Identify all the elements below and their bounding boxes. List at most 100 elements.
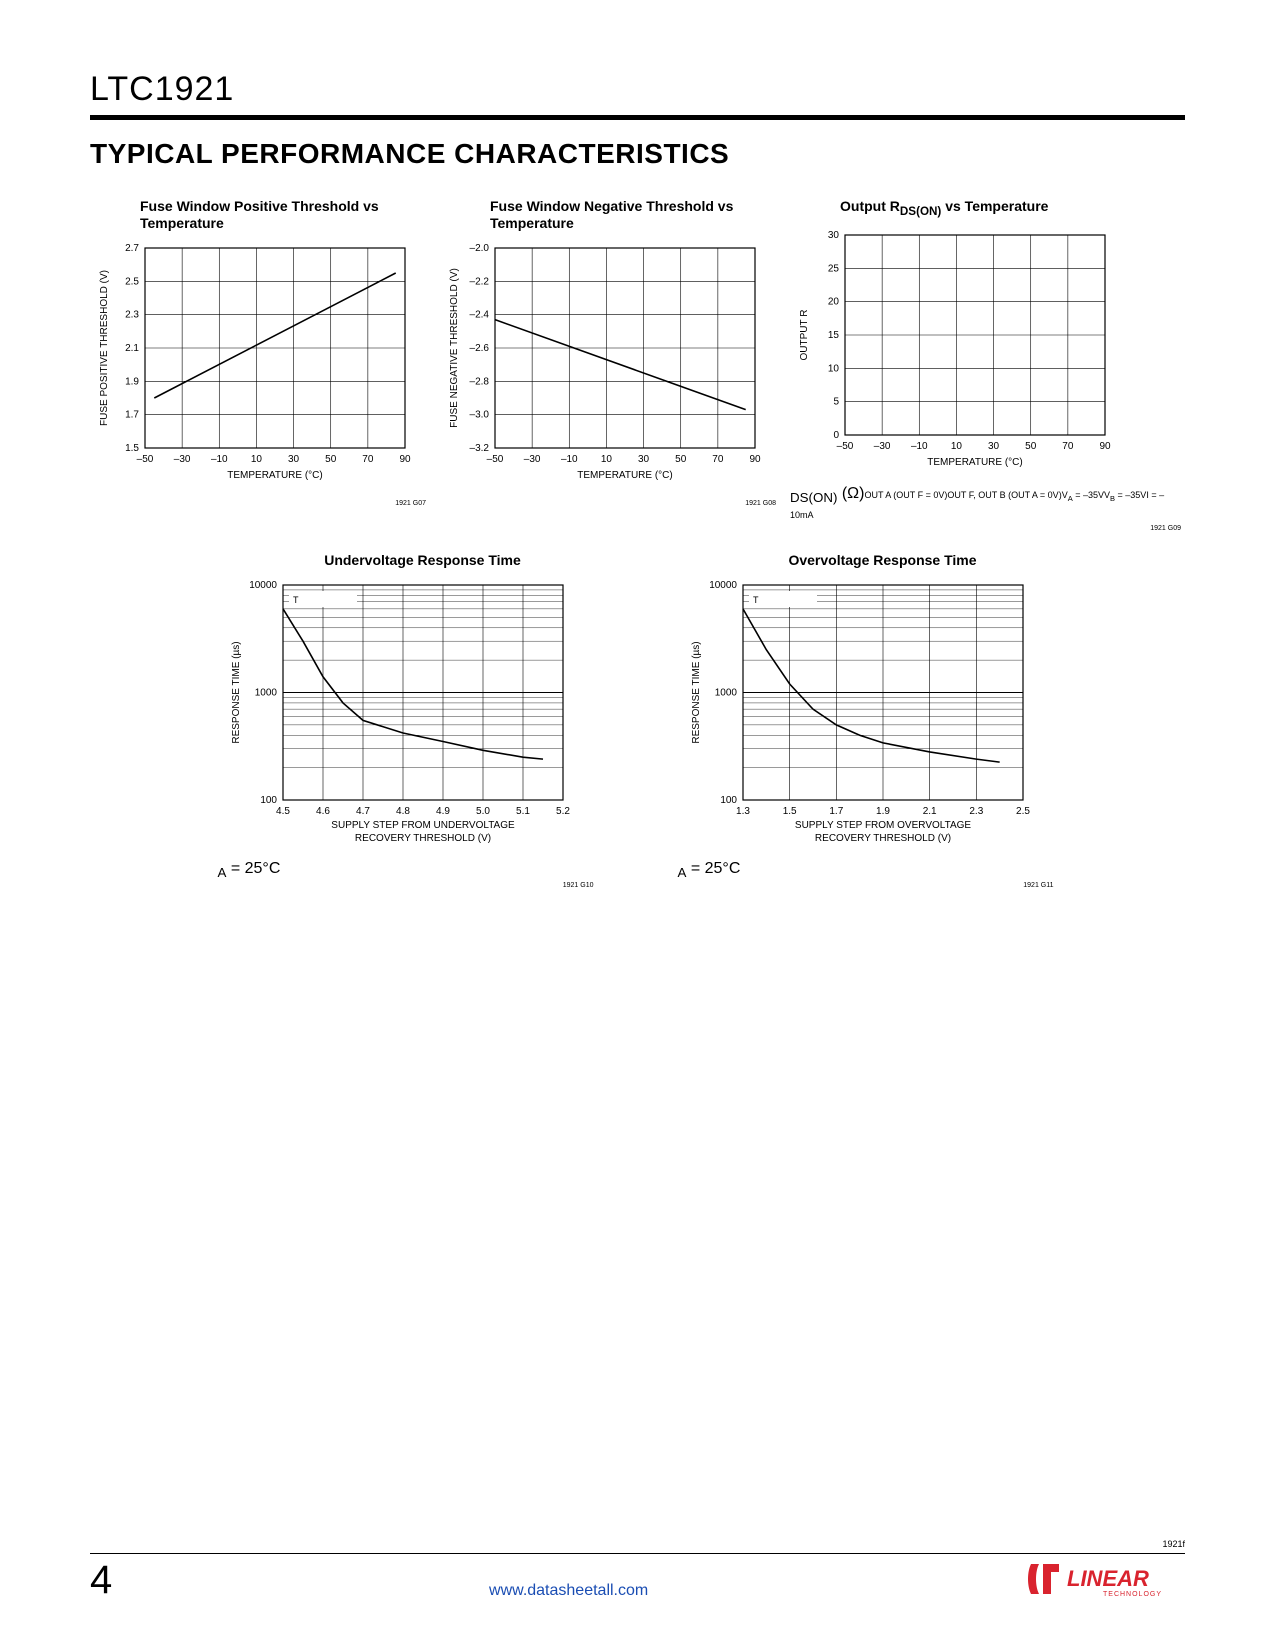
chart-4: Undervoltage Response Time 4.5 4.6 4.7 4.8 4… [218, 552, 598, 889]
svg-text:90: 90 [749, 454, 761, 465]
svg-text:1.7: 1.7 [125, 409, 139, 420]
chart-2-code: 1921 G08 [745, 500, 776, 507]
svg-text:–30: –30 [174, 454, 191, 465]
chart-1-title: Fuse Window Positive Threshold vs Temper… [140, 198, 400, 232]
svg-text:100: 100 [260, 795, 277, 806]
svg-text:30: 30 [288, 454, 300, 465]
svg-text:2.3: 2.3 [969, 806, 983, 817]
svg-text:2.7: 2.7 [125, 243, 139, 254]
svg-text:TEMPERATURE (°C): TEMPERATURE (°C) [927, 457, 1022, 468]
svg-text:30: 30 [988, 441, 1000, 452]
svg-text:30: 30 [638, 454, 650, 465]
charts-row-1: Fuse Window Positive Threshold vs Temper… [90, 198, 1185, 532]
svg-text:–2.2: –2.2 [470, 276, 490, 287]
svg-text:T: T [293, 595, 299, 605]
svg-text:70: 70 [712, 454, 724, 465]
chart-5-code: 1921 G11 [1023, 882, 1053, 889]
footer-doc-id: 1921f [90, 1539, 1185, 1549]
chart-4-code: 1921 G10 [563, 882, 594, 889]
svg-text:10000: 10000 [709, 580, 737, 591]
svg-text:–3.2: –3.2 [470, 443, 490, 454]
svg-text:10: 10 [251, 454, 263, 465]
svg-text:–2.6: –2.6 [470, 343, 490, 354]
svg-text:1.7: 1.7 [829, 806, 843, 817]
svg-text:FUSE POSITIVE THRESHOLD (V): FUSE POSITIVE THRESHOLD (V) [99, 270, 110, 426]
svg-text:T: T [753, 595, 759, 605]
section-title: TYPICAL PERFORMANCE CHARACTERISTICS [90, 138, 1185, 170]
svg-text:–2.0: –2.0 [470, 243, 490, 254]
chart-3-title: Output RDS(ON) vs Temperature [840, 198, 1048, 219]
chart-4-title: Undervoltage Response Time [324, 552, 521, 569]
svg-text:1000: 1000 [254, 687, 277, 698]
svg-text:70: 70 [362, 454, 374, 465]
svg-text:FUSE NEGATIVE THRESHOLD (V): FUSE NEGATIVE THRESHOLD (V) [449, 268, 460, 428]
svg-text:4.5: 4.5 [276, 806, 290, 817]
page-footer: 1921f 4 www.datasheetall.com LINEAR TECH… [90, 1539, 1185, 1600]
svg-text:2.5: 2.5 [125, 276, 139, 287]
svg-text:25: 25 [828, 263, 840, 274]
svg-text:0: 0 [833, 430, 839, 441]
svg-text:–10: –10 [911, 441, 928, 452]
svg-text:2.1: 2.1 [922, 806, 936, 817]
svg-text:–50: –50 [137, 454, 154, 465]
footer-rule [90, 1553, 1185, 1554]
svg-text:–2.8: –2.8 [470, 376, 490, 387]
svg-text:30: 30 [828, 230, 840, 241]
svg-text:RESPONSE TIME (µs): RESPONSE TIME (µs) [231, 641, 242, 743]
svg-text:10: 10 [828, 363, 840, 374]
svg-text:4.7: 4.7 [356, 806, 370, 817]
svg-text:1000: 1000 [714, 687, 737, 698]
svg-text:2.3: 2.3 [125, 309, 139, 320]
svg-text:1.9: 1.9 [876, 806, 890, 817]
logo-text: LINEAR [1067, 1566, 1149, 1591]
svg-text:100: 100 [720, 795, 737, 806]
svg-text:2.1: 2.1 [125, 343, 139, 354]
svg-text:10: 10 [951, 441, 963, 452]
chart-2: Fuse Window Negative Threshold vs Temper… [440, 198, 780, 532]
svg-text:–30: –30 [874, 441, 891, 452]
logo-subtext: TECHNOLOGY [1103, 1591, 1162, 1598]
svg-text:15: 15 [828, 330, 840, 341]
svg-text:4.9: 4.9 [436, 806, 450, 817]
svg-text:1.3: 1.3 [736, 806, 750, 817]
svg-text:–50: –50 [837, 441, 854, 452]
chart-5-title: Overvoltage Response Time [788, 552, 976, 569]
svg-text:10: 10 [601, 454, 613, 465]
svg-text:–50: –50 [487, 454, 504, 465]
chart-5: Overvoltage Response Time 1.3 1.5 1.7 1.9 2.… [678, 552, 1058, 889]
linear-logo: LINEAR TECHNOLOGY [1025, 1560, 1185, 1600]
header-rule [90, 115, 1185, 120]
svg-text:1.5: 1.5 [125, 443, 139, 454]
chart-1: Fuse Window Positive Threshold vs Temper… [90, 198, 430, 532]
svg-text:5.2: 5.2 [556, 806, 570, 817]
svg-text:5.1: 5.1 [516, 806, 530, 817]
chart-3-code: 1921 G09 [1150, 525, 1181, 532]
svg-text:4.8: 4.8 [396, 806, 410, 817]
chart-2-title: Fuse Window Negative Threshold vs Temper… [490, 198, 750, 232]
charts-row-2: Undervoltage Response Time 4.5 4.6 4.7 4.8 4… [90, 552, 1185, 889]
svg-text:–30: –30 [524, 454, 541, 465]
svg-text:20: 20 [828, 296, 840, 307]
page-number: 4 [90, 1560, 112, 1600]
svg-text:90: 90 [1099, 441, 1111, 452]
svg-text:TEMPERATURE (°C): TEMPERATURE (°C) [227, 470, 322, 481]
chart-1-code: 1921 G07 [395, 500, 426, 507]
svg-text:10000: 10000 [249, 580, 277, 591]
svg-text:5: 5 [833, 396, 839, 407]
chart-3: Output RDS(ON) vs Temperature –50 –30 –10 1… [790, 198, 1185, 532]
svg-text:1.5: 1.5 [782, 806, 796, 817]
svg-text:–3.0: –3.0 [470, 409, 490, 420]
svg-text:2.5: 2.5 [1016, 806, 1030, 817]
svg-text:70: 70 [1062, 441, 1074, 452]
svg-text:4.6: 4.6 [316, 806, 330, 817]
svg-text:RESPONSE TIME (µs): RESPONSE TIME (µs) [691, 641, 702, 743]
svg-text:1.9: 1.9 [125, 376, 139, 387]
svg-text:TEMPERATURE (°C): TEMPERATURE (°C) [577, 470, 672, 481]
svg-text:50: 50 [675, 454, 687, 465]
svg-text:SUPPLY STEP FROM UNDERVOLTAGE: SUPPLY STEP FROM UNDERVOLTAGE [331, 820, 515, 831]
svg-text:–10: –10 [211, 454, 228, 465]
svg-text:50: 50 [1025, 441, 1037, 452]
svg-text:SUPPLY STEP FROM OVERVOLTAGE: SUPPLY STEP FROM OVERVOLTAGE [794, 820, 970, 831]
footer-link[interactable]: www.datasheetall.com [112, 1582, 1025, 1600]
svg-text:RECOVERY THRESHOLD (V): RECOVERY THRESHOLD (V) [814, 833, 950, 844]
